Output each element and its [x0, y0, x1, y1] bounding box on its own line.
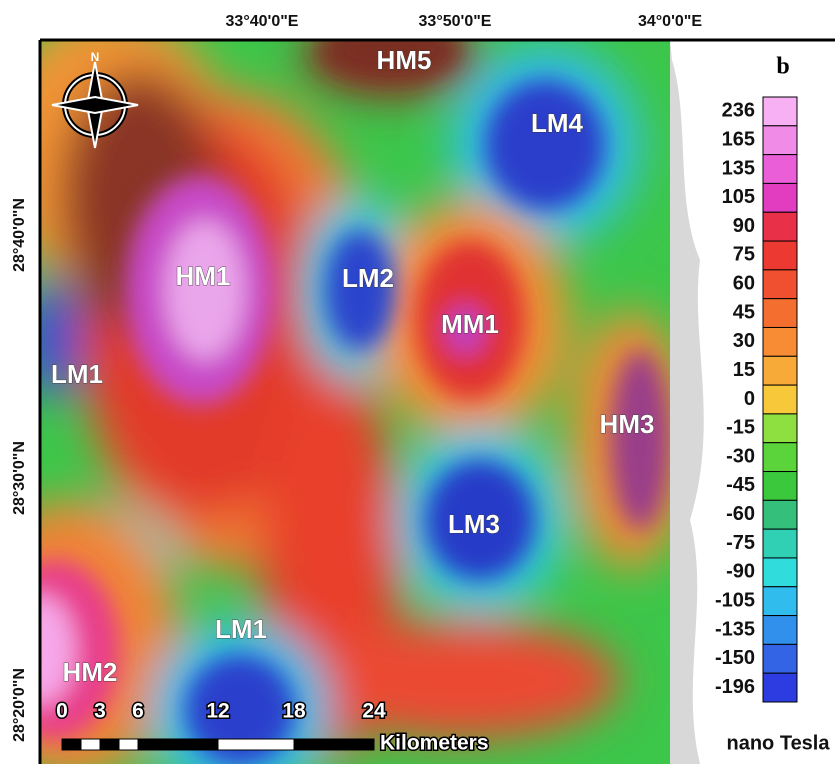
legend-value: 60: [733, 273, 755, 295]
anomaly-label: HM3: [600, 409, 655, 439]
legend-value: -60: [726, 503, 755, 525]
legend-value: -15: [726, 417, 755, 439]
legend-swatch: [763, 414, 797, 443]
legend-swatch: [763, 126, 797, 155]
x-axis-label: 33°40'0"E: [226, 13, 299, 30]
scale-segment: [218, 739, 294, 750]
legend-value: -45: [726, 474, 755, 496]
legend-unit: nano Tesla: [727, 732, 831, 754]
legend-value: -75: [726, 532, 755, 554]
legend-value: 105: [722, 186, 755, 208]
legend-value: 165: [722, 128, 755, 150]
legend-value: 90: [733, 215, 755, 237]
y-axis-label: 28°40'0"N: [11, 198, 28, 272]
legend-swatch: [763, 356, 797, 385]
legend-value: 15: [733, 359, 755, 381]
legend-value: -150: [715, 647, 755, 669]
legend-swatch: [763, 673, 797, 702]
legend-value: 135: [722, 157, 755, 179]
legend-swatch: [763, 97, 797, 126]
scale-segment: [81, 739, 100, 750]
legend-value: 0: [744, 388, 755, 410]
legend-swatch: [763, 327, 797, 356]
legend-swatch: [763, 558, 797, 587]
anomaly-label: LM4: [531, 108, 584, 138]
legend-swatch: [763, 241, 797, 270]
legend-value: 75: [733, 244, 755, 266]
scale-tick: 18: [282, 700, 306, 723]
legend-swatch: [763, 299, 797, 328]
anomaly-label: HM5: [377, 45, 432, 75]
compass-label: N: [91, 50, 100, 64]
legend-value: 45: [733, 301, 755, 323]
anomaly-label: HM1: [176, 261, 231, 291]
legend-swatch: [763, 385, 797, 414]
legend-swatch: [763, 212, 797, 241]
legend-swatch: [763, 616, 797, 645]
anomaly-label: LM1: [215, 614, 267, 644]
legend-value: -135: [715, 618, 755, 640]
legend-swatch: [763, 500, 797, 529]
legend-value: -30: [726, 445, 755, 467]
legend-swatch: [763, 472, 797, 501]
scale-tick: 3: [94, 700, 106, 723]
anomaly-label: LM3: [448, 509, 500, 539]
scale-unit: Kilometers: [380, 732, 489, 755]
legend-swatch: [763, 183, 797, 212]
legend-swatch: [763, 644, 797, 673]
scale-segment: [100, 739, 119, 750]
magnetic-map: [0, 10, 690, 764]
scale-segment: [294, 739, 374, 750]
anomaly-label: MM1: [441, 309, 499, 339]
anomaly-label: LM1: [51, 359, 103, 389]
legend-swatch: [763, 529, 797, 558]
anomaly-label: HM2: [63, 657, 118, 687]
scale-segment: [138, 739, 218, 750]
x-axis-label: 34°0'0"E: [638, 13, 702, 30]
legend-swatch: [763, 270, 797, 299]
legend-swatch: [763, 443, 797, 472]
legend-value: -105: [715, 589, 755, 611]
legend-value: 236: [722, 100, 755, 122]
scale-segment: [62, 739, 81, 750]
legend-swatch: [763, 155, 797, 184]
anomaly-label: LM2: [342, 263, 394, 293]
scale-segment: [119, 739, 138, 750]
scale-tick: 24: [362, 700, 386, 723]
y-axis-label: 28°30'0"N: [11, 441, 28, 515]
y-axis-label: 28°20'0"N: [11, 668, 28, 742]
scale-tick: 6: [132, 700, 144, 723]
legend-value: -196: [715, 676, 755, 698]
scale-tick: 0: [56, 700, 68, 723]
legend-swatch: [763, 587, 797, 616]
legend-value: -90: [726, 561, 755, 583]
x-axis-label: 33°50'0"E: [419, 13, 492, 30]
legend-value: 30: [733, 330, 755, 352]
map-figure: N b 33°40'0"E 33°50'0"E 34°0'0"E 28°40'0"N 2…: [0, 0, 835, 764]
scale-tick: 12: [206, 700, 229, 723]
panel-label: b: [776, 54, 789, 80]
